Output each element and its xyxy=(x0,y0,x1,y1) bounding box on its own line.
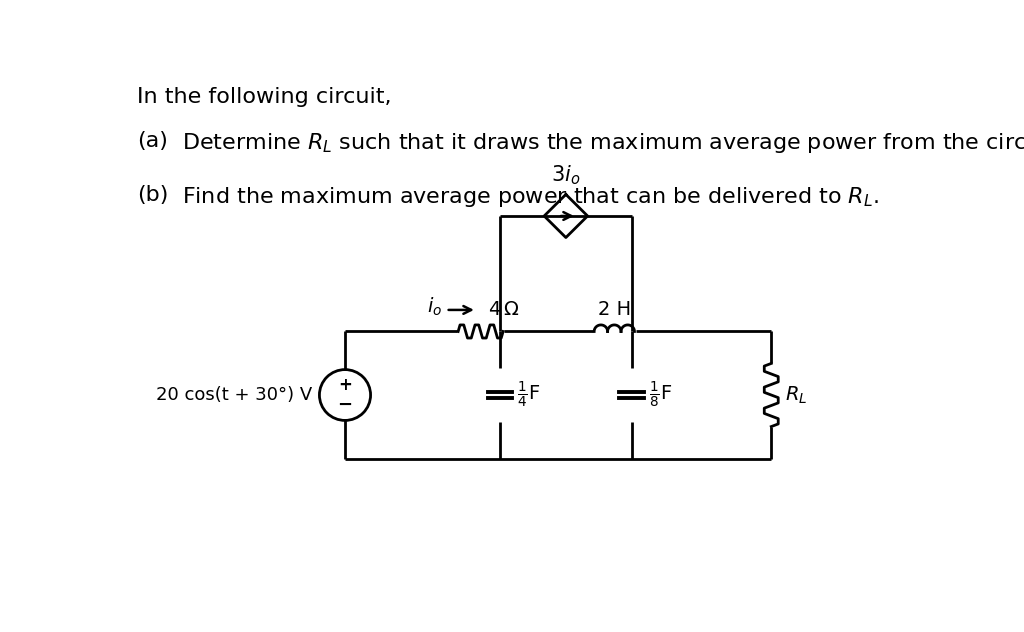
Text: $i_o$: $i_o$ xyxy=(427,296,442,318)
Text: 20 cos(t + 30°) V: 20 cos(t + 30°) V xyxy=(157,386,312,404)
Text: (a): (a) xyxy=(137,131,168,151)
Text: $\frac{1}{4}$F: $\frac{1}{4}$F xyxy=(517,380,541,410)
Text: In the following circuit,: In the following circuit, xyxy=(137,87,392,107)
Text: $3i_o$: $3i_o$ xyxy=(551,163,581,186)
Text: $4\,\Omega$: $4\,\Omega$ xyxy=(488,300,520,319)
Text: (b): (b) xyxy=(137,185,169,205)
Text: 2 H: 2 H xyxy=(598,300,631,319)
Text: −: − xyxy=(338,396,352,414)
Text: Determine $R_L$ such that it draws the maximum average power from the circuit.: Determine $R_L$ such that it draws the m… xyxy=(182,131,1024,155)
Text: $\frac{1}{8}$F: $\frac{1}{8}$F xyxy=(649,380,672,410)
Text: $R_L$: $R_L$ xyxy=(785,384,808,406)
Text: Find the maximum average power that can be delivered to $R_L$.: Find the maximum average power that can … xyxy=(182,185,880,209)
Text: +: + xyxy=(338,376,352,394)
